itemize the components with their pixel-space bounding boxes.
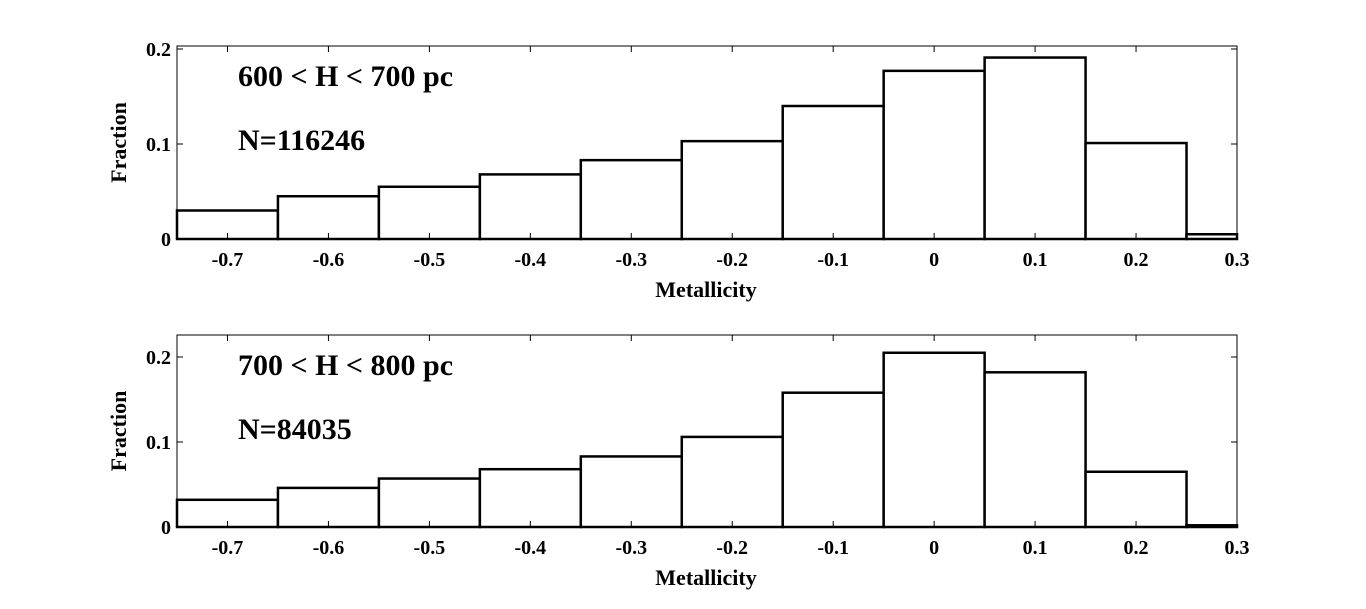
y-tick-label: 0.2 bbox=[146, 347, 171, 369]
histogram-bar bbox=[377, 185, 482, 241]
histogram-bar bbox=[478, 467, 583, 529]
x-tick-label: -0.6 bbox=[313, 537, 345, 559]
y-tick-label: 0 bbox=[161, 517, 171, 539]
annotation-sample-size: N=84035 bbox=[238, 413, 352, 446]
x-tick-label: -0.4 bbox=[514, 249, 546, 271]
x-tick-label: 0.3 bbox=[1225, 537, 1250, 559]
x-tick-label: -0.5 bbox=[414, 537, 446, 559]
panel-top-histogram: -0.7 -0.6 -0.5 -0.4 -0.3 -0.2 -0.1 0 0.1 0.2 0.3 0 0… bbox=[106, 39, 1250, 302]
histogram-bar bbox=[680, 435, 784, 529]
histogram-bar bbox=[882, 351, 986, 529]
x-tick-label: -0.6 bbox=[313, 249, 345, 271]
histogram-bar bbox=[1185, 524, 1239, 529]
histogram-bar bbox=[579, 158, 684, 241]
x-tick-label: -0.3 bbox=[615, 537, 647, 559]
histogram-bar bbox=[882, 69, 986, 241]
x-tick-label: -0.2 bbox=[716, 537, 748, 559]
annotation-height-range: 700 < H < 800 pc bbox=[238, 349, 453, 382]
x-tick-label: -0.2 bbox=[716, 249, 748, 271]
x-tick-label: -0.7 bbox=[212, 249, 244, 271]
x-tick-label: 0 bbox=[929, 249, 939, 271]
histogram-bar bbox=[1084, 470, 1188, 529]
y-tick-label: 0.2 bbox=[146, 39, 171, 61]
histogram-bar bbox=[377, 477, 482, 529]
y-tick-label: 0 bbox=[161, 229, 171, 251]
y-axis-label: Fraction bbox=[106, 102, 131, 183]
x-tick-label: -0.3 bbox=[615, 249, 647, 271]
panel-bottom-histogram: -0.7 -0.6 -0.5 -0.4 -0.3 -0.2 -0.1 0 0.1 0.2 0.3 0 0… bbox=[106, 334, 1250, 590]
y-tick-label: 0.1 bbox=[146, 134, 171, 156]
x-tick-label: -0.1 bbox=[817, 537, 849, 559]
histogram-bar bbox=[983, 56, 1087, 241]
x-tick-label: 0.1 bbox=[1023, 249, 1048, 271]
x-tick-label: 0.2 bbox=[1124, 537, 1149, 559]
histogram-bar bbox=[276, 195, 381, 241]
histogram-bar bbox=[983, 371, 1087, 529]
x-tick-label: 0.1 bbox=[1023, 537, 1048, 559]
x-tick-label: -0.1 bbox=[817, 249, 849, 271]
x-tick-label: 0.3 bbox=[1225, 249, 1250, 271]
x-tick-label: 0 bbox=[929, 537, 939, 559]
x-tick-label: 0.2 bbox=[1124, 249, 1149, 271]
histogram-bar bbox=[579, 455, 684, 529]
x-tick-label: -0.4 bbox=[514, 537, 546, 559]
x-tick-label: -0.7 bbox=[212, 537, 244, 559]
x-axis-label: Metallicity bbox=[655, 277, 756, 302]
x-axis-label: Metallicity bbox=[655, 565, 756, 590]
histogram-bar bbox=[478, 173, 583, 241]
histogram-bar bbox=[1185, 233, 1239, 241]
annotation-sample-size: N=116246 bbox=[238, 124, 365, 157]
histogram-bar bbox=[1084, 141, 1188, 241]
histogram-bar bbox=[781, 391, 885, 529]
histogram-bar bbox=[781, 104, 885, 241]
y-axis-label: Fraction bbox=[106, 391, 131, 472]
histogram-bar bbox=[680, 139, 784, 241]
y-tick-label: 0.1 bbox=[146, 432, 171, 454]
annotation-height-range: 600 < H < 700 pc bbox=[238, 60, 453, 93]
x-tick-label: -0.5 bbox=[414, 249, 446, 271]
